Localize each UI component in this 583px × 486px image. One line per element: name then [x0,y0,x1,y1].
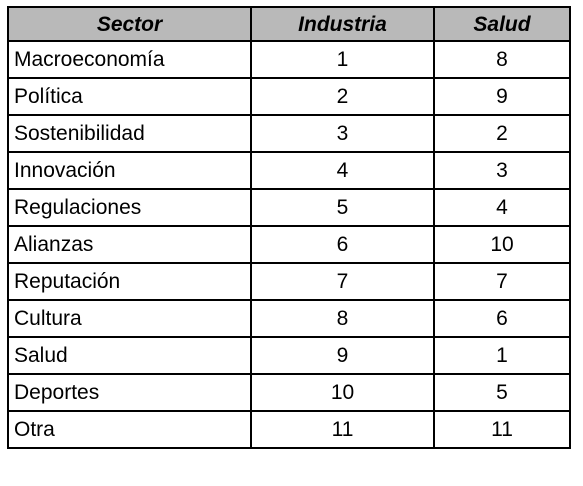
cell-sector: Salud [7,336,252,375]
table-row: Salud 9 1 [7,336,571,375]
table-row: Otra 11 11 [7,410,571,449]
table-header-row: Sector Industria Salud [7,6,571,42]
ranking-table: Sector Industria Salud Macroeconomía 1 8… [7,6,571,449]
cell-sector: Cultura [7,299,252,338]
cell-salud: 6 [433,299,571,338]
cell-salud: 2 [433,114,571,153]
cell-industria: 3 [250,114,435,153]
cell-salud: 9 [433,77,571,116]
cell-salud: 4 [433,188,571,227]
cell-industria: 8 [250,299,435,338]
header-salud: Salud [433,6,571,42]
ranking-table-container: Sector Industria Salud Macroeconomía 1 8… [7,6,571,449]
table-row: Sostenibilidad 3 2 [7,114,571,153]
cell-industria: 10 [250,373,435,412]
cell-salud: 5 [433,373,571,412]
cell-salud: 7 [433,262,571,301]
cell-sector: Alianzas [7,225,252,264]
cell-industria: 2 [250,77,435,116]
cell-industria: 11 [250,410,435,449]
cell-salud: 3 [433,151,571,190]
table-row: Innovación 4 3 [7,151,571,190]
cell-industria: 7 [250,262,435,301]
cell-sector: Macroeconomía [7,40,252,79]
table-row: Deportes 10 5 [7,373,571,412]
header-sector: Sector [7,6,252,42]
table-row: Cultura 8 6 [7,299,571,338]
cell-industria: 9 [250,336,435,375]
cell-industria: 4 [250,151,435,190]
table-row: Política 2 9 [7,77,571,116]
table-row: Alianzas 6 10 [7,225,571,264]
cell-salud: 1 [433,336,571,375]
cell-sector: Regulaciones [7,188,252,227]
cell-salud: 8 [433,40,571,79]
cell-sector: Sostenibilidad [7,114,252,153]
cell-industria: 5 [250,188,435,227]
table-row: Reputación 7 7 [7,262,571,301]
cell-salud: 10 [433,225,571,264]
table-row: Macroeconomía 1 8 [7,40,571,79]
cell-industria: 6 [250,225,435,264]
cell-salud: 11 [433,410,571,449]
table-row: Regulaciones 5 4 [7,188,571,227]
cell-sector: Innovación [7,151,252,190]
cell-sector: Otra [7,410,252,449]
cell-industria: 1 [250,40,435,79]
header-industria: Industria [250,6,435,42]
cell-sector: Deportes [7,373,252,412]
cell-sector: Reputación [7,262,252,301]
cell-sector: Política [7,77,252,116]
